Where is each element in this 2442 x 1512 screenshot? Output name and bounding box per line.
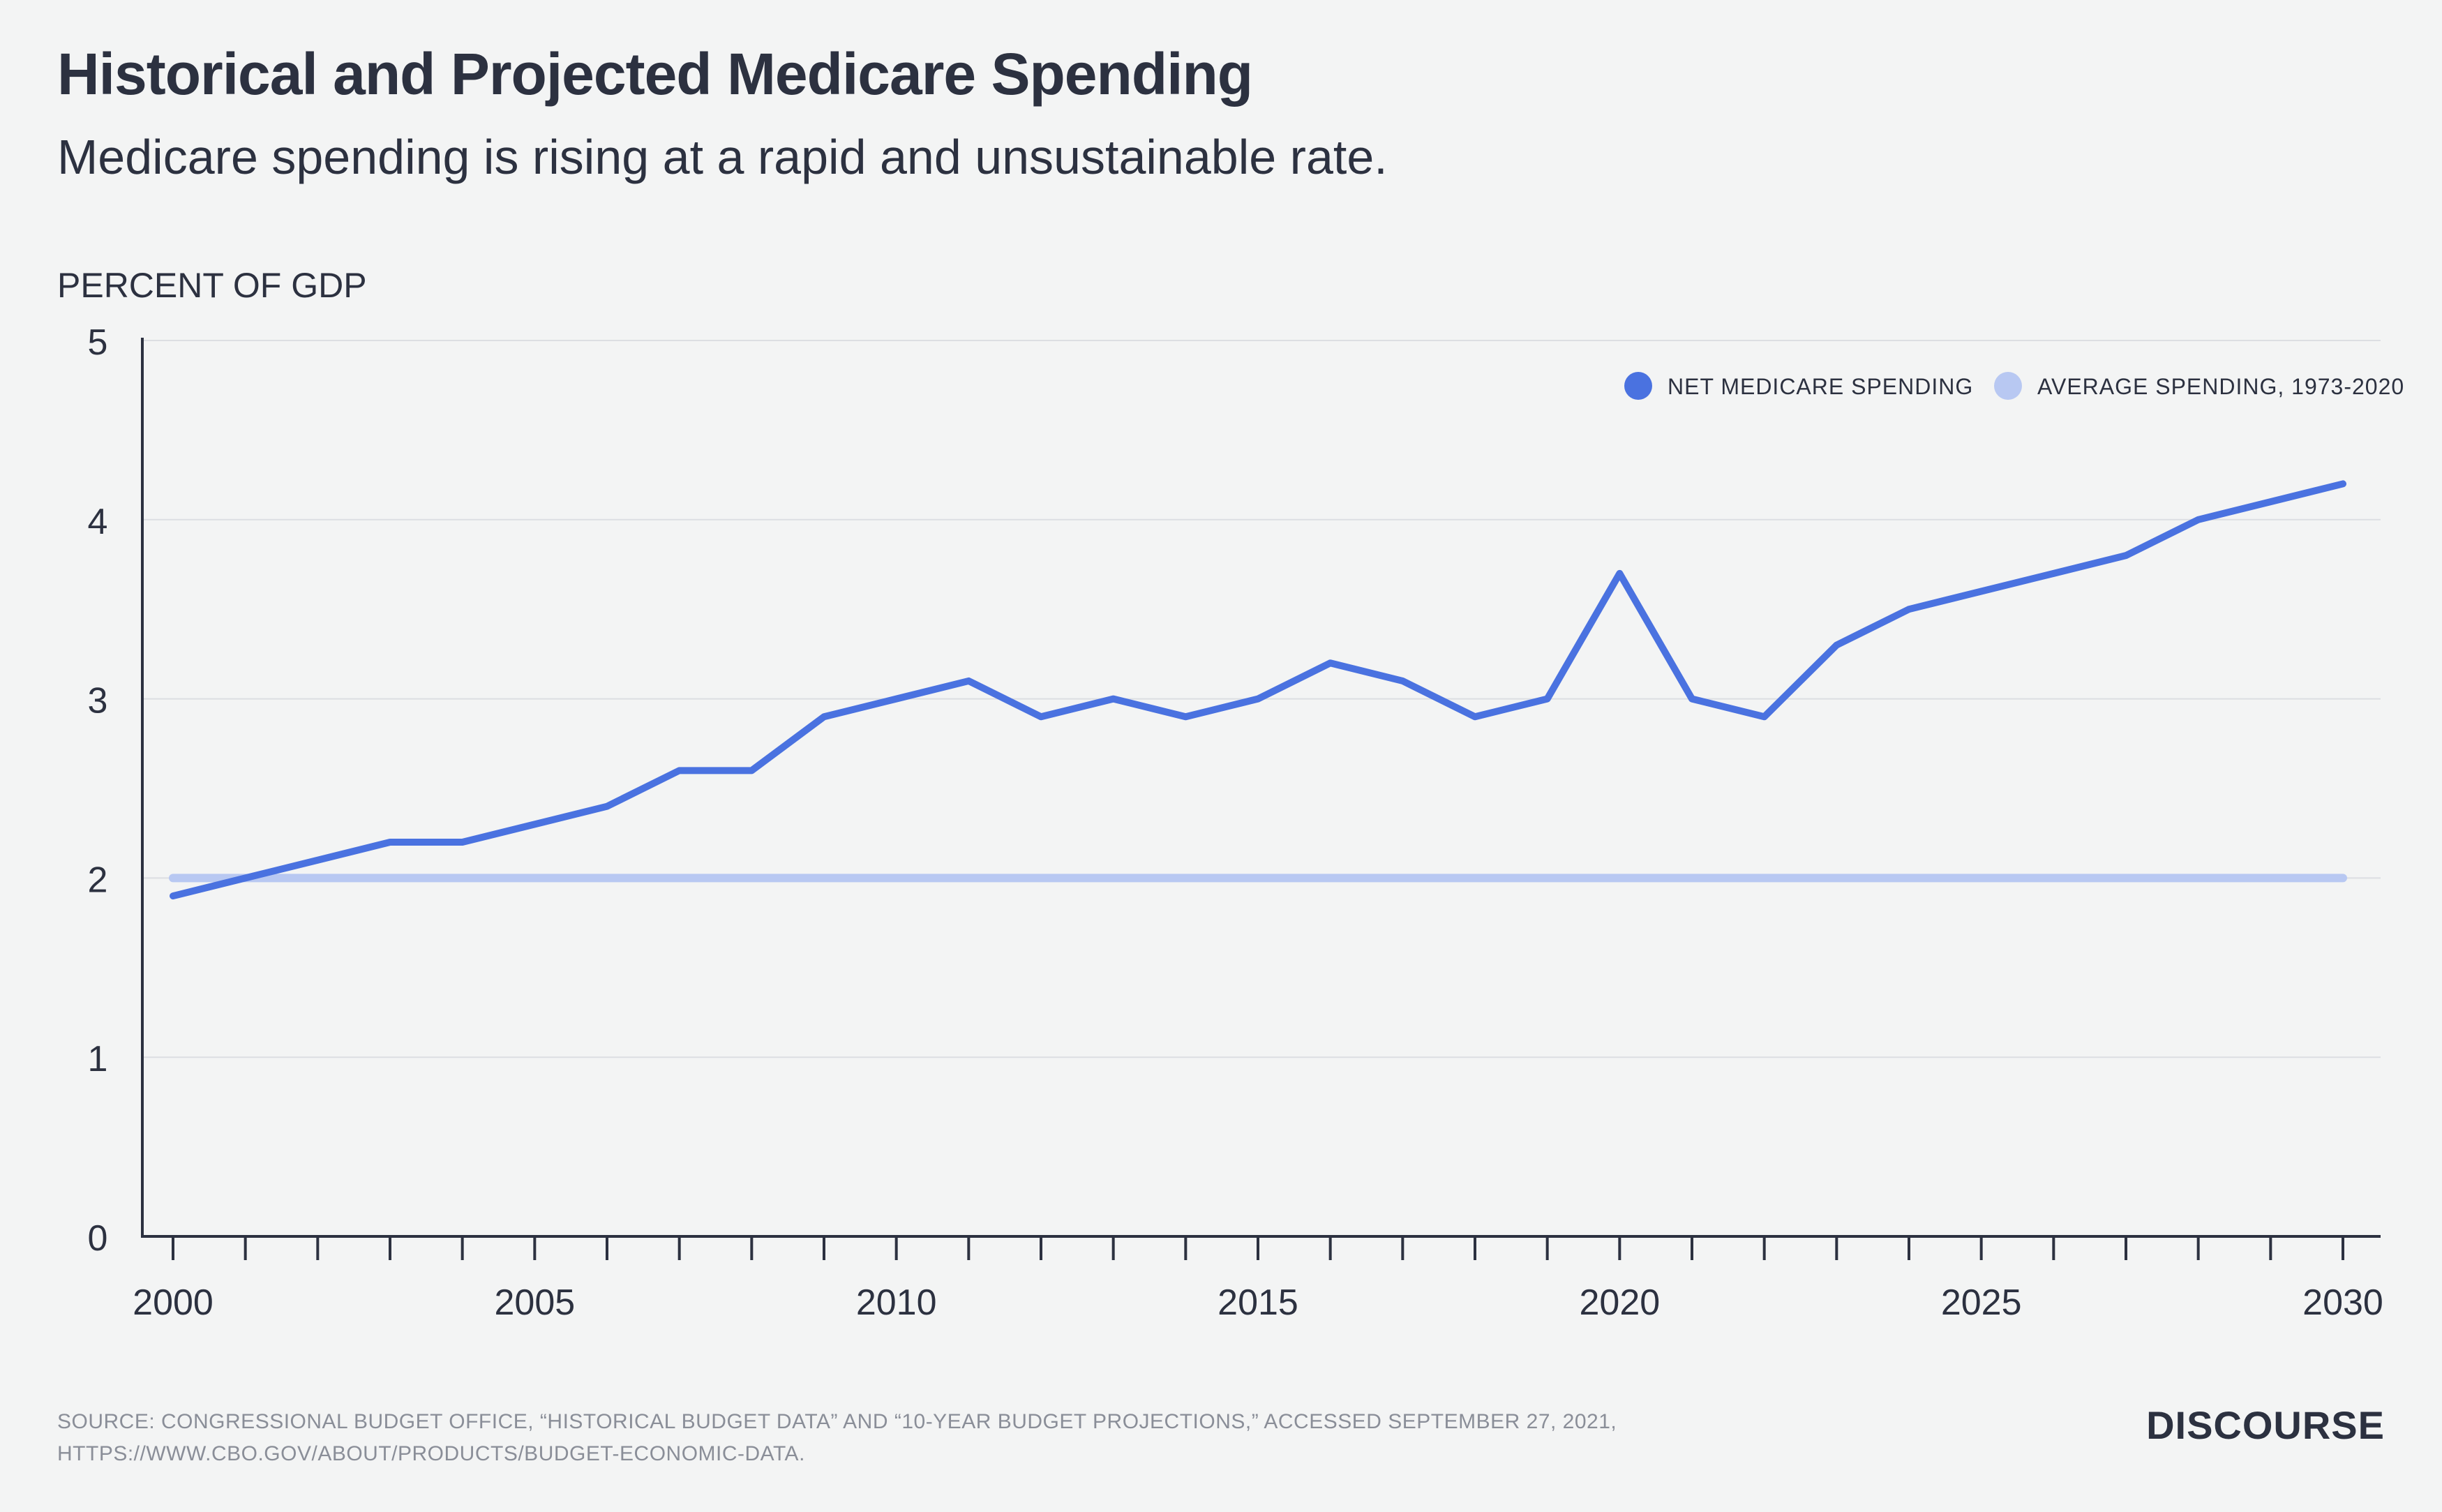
series-line-net-medicare-spending xyxy=(170,480,2346,900)
page-title: Historical and Projected Medicare Spendi… xyxy=(57,41,1253,107)
y-tick-label: 1 xyxy=(88,1039,108,1079)
legend-net-medicare-spending-label: NET MEDICARE SPENDING xyxy=(1668,374,1973,399)
legend-average-spending-label: AVERAGE SPENDING, 1973-2020 xyxy=(2037,374,2404,399)
x-tick-label: 2015 xyxy=(1218,1282,1298,1323)
x-tick-label: 2020 xyxy=(1579,1282,1660,1323)
y-axis-label: PERCENT OF GDP xyxy=(57,266,367,305)
y-tick-label: 0 xyxy=(88,1218,108,1259)
y-tick-label: 4 xyxy=(88,502,108,542)
y-tick-label: 3 xyxy=(88,681,108,721)
y-tick-label: 5 xyxy=(88,322,108,363)
x-tick-label: 2025 xyxy=(1941,1282,2022,1323)
source-line-1: SOURCE: CONGRESSIONAL BUDGET OFFICE, “HI… xyxy=(57,1410,1617,1433)
legend: NET MEDICARE SPENDING AVERAGE SPENDING, 1… xyxy=(1624,372,2404,400)
x-tick-label: 2010 xyxy=(856,1282,937,1323)
x-tick-label: 2000 xyxy=(133,1282,214,1323)
brand-logo: DISCOURSE xyxy=(2146,1403,2385,1447)
source-note: SOURCE: CONGRESSIONAL BUDGET OFFICE, “HI… xyxy=(57,1406,1617,1470)
legend-net-medicare-spending-marker xyxy=(1624,372,1652,400)
axes: 0 1 2 3 4 5 2000 2005 2010 2015 2020 2025 2030 xyxy=(88,322,2383,1323)
x-tick-label: 2005 xyxy=(494,1282,575,1323)
page-subtitle: Medicare spending is rising at a rapid a… xyxy=(57,130,1388,184)
source-line-2: HTTPS://WWW.CBO.GOV/ABOUT/PRODUCTS/BUDGE… xyxy=(57,1442,805,1465)
x-tick-label: 2030 xyxy=(2302,1282,2383,1323)
series-lines xyxy=(169,480,2347,900)
y-tick-label: 2 xyxy=(88,860,108,900)
legend-average-spending-marker xyxy=(1994,372,2022,400)
